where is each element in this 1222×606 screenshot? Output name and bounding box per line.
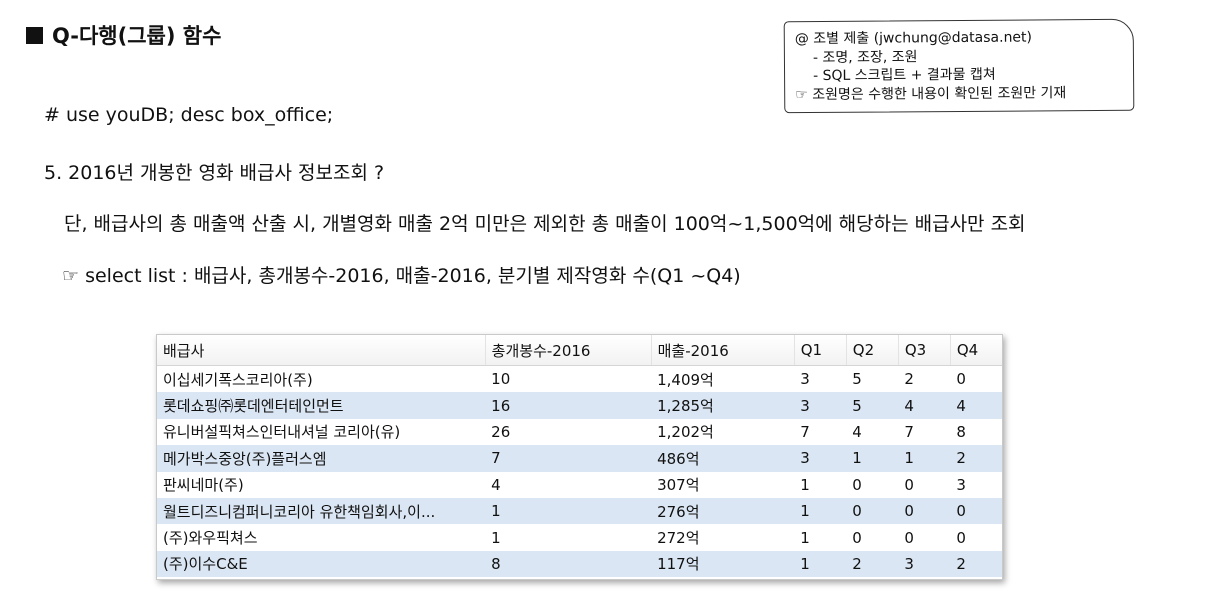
cell-q4: 3 bbox=[956, 475, 966, 494]
cell-release-count: 7 bbox=[485, 445, 652, 472]
cell-q1: 3 bbox=[794, 392, 847, 419]
result-grid: 배급사 총개봉수-2016 매출-2016 Q1 Q2 Q3 Q4 이십세기폭스… bbox=[156, 334, 1003, 580]
table-row[interactable]: (주)이수C&E 8 117억 1 2 3 2 bbox=[157, 550, 1002, 578]
cell-q3: 3 bbox=[898, 550, 951, 578]
cell-q1: 3 bbox=[800, 370, 810, 389]
cell-release-count: 8 bbox=[485, 550, 652, 578]
cell-q4: 0 bbox=[956, 370, 966, 389]
submission-note-box: @ 조별 제출 (jwchung@datasa.net) - 조명, 조장, 조… bbox=[783, 18, 1135, 114]
cell-q3: 0 bbox=[904, 528, 914, 547]
cell-distributor: 판씨네마(주) bbox=[163, 476, 244, 495]
note-line-2: - 조명, 조장, 조원 bbox=[812, 48, 918, 66]
cell-release-count: 4 bbox=[491, 475, 501, 494]
page-title: Q-다행(그룹) 함수 bbox=[26, 20, 221, 50]
cell-sales: 1,202억 bbox=[657, 423, 714, 442]
table-row[interactable]: 이십세기폭스코리아(주) 10 1,409억 3 5 2 0 bbox=[157, 366, 1002, 393]
cell-sales: 272억 bbox=[657, 529, 700, 548]
column-header-q4[interactable]: Q4 bbox=[950, 335, 1002, 366]
cell-q4: 8 bbox=[956, 422, 966, 441]
cell-sales: 486억 bbox=[651, 445, 795, 472]
cell-q1: 1 bbox=[794, 550, 847, 578]
cell-q2: 1 bbox=[846, 445, 899, 472]
column-header-sales[interactable]: 매출-2016 bbox=[651, 335, 795, 366]
cell-distributor: 이십세기폭스코리아(주) bbox=[163, 370, 313, 389]
cell-q4: 4 bbox=[950, 392, 1002, 419]
cell-q3: 4 bbox=[898, 392, 951, 419]
cell-q1: 1 bbox=[794, 497, 847, 525]
cell-q3: 7 bbox=[904, 422, 914, 441]
note-line-1: @ 조별 제출 (jwchung@datasa.net) bbox=[794, 29, 1033, 48]
note-line-3: - SQL 스크립트 + 결과물 캡쳐 bbox=[813, 66, 996, 85]
cell-sales: 307억 bbox=[657, 476, 700, 495]
cell-q3: 1 bbox=[898, 445, 951, 472]
cell-release-count: 1 bbox=[491, 528, 501, 547]
cell-q3: 0 bbox=[904, 475, 914, 494]
cell-q4: 0 bbox=[956, 528, 966, 547]
cell-q2: 0 bbox=[846, 497, 899, 525]
cell-distributor: 유니버설픽쳐스인터내셔널 코리아(유) bbox=[163, 423, 401, 442]
cell-q1: 3 bbox=[794, 445, 847, 472]
use-statement: # use youDB; desc box_office; bbox=[44, 104, 334, 126]
cell-q1: 7 bbox=[800, 422, 810, 441]
page-title-text: Q-다행(그룹) 함수 bbox=[52, 24, 222, 48]
table-header-row: 배급사 총개봉수-2016 매출-2016 Q1 Q2 Q3 Q4 bbox=[157, 335, 1002, 366]
table-row[interactable]: 유니버설픽쳐스인터내셔널 코리아(유) 26 1,202억 7 4 7 8 bbox=[157, 419, 1002, 445]
select-list-text: ☞ select list : 배급사, 총개봉수-2016, 매출-2016,… bbox=[62, 265, 741, 287]
column-header-distributor[interactable]: 배급사 bbox=[157, 335, 486, 366]
cell-distributor: 롯데쇼핑㈜롯데엔터테인먼트 bbox=[157, 392, 486, 419]
cell-q4: 0 bbox=[950, 497, 1002, 525]
table-row[interactable]: 롯데쇼핑㈜롯데엔터테인먼트 16 1,285억 3 5 4 4 bbox=[157, 392, 1002, 419]
result-table: 배급사 총개봉수-2016 매출-2016 Q1 Q2 Q3 Q4 이십세기폭스… bbox=[157, 335, 1002, 578]
table-row[interactable]: (주)와우픽쳐스 1 272억 1 0 0 0 bbox=[157, 524, 1002, 550]
cell-distributor: (주)와우픽쳐스 bbox=[163, 529, 258, 548]
cell-distributor: (주)이수C&E bbox=[157, 550, 486, 578]
question-text: 5. 2016년 개봉한 영화 배급사 정보조회 ? bbox=[44, 162, 385, 184]
cell-q2: 0 bbox=[852, 475, 862, 494]
cell-q2: 2 bbox=[846, 550, 899, 578]
cell-q2: 0 bbox=[852, 528, 862, 547]
column-header-q2[interactable]: Q2 bbox=[846, 335, 899, 366]
cell-sales: 117억 bbox=[651, 550, 795, 578]
cell-sales: 1,285억 bbox=[651, 392, 795, 419]
cell-sales: 1,409억 bbox=[657, 370, 714, 389]
cell-release-count: 16 bbox=[485, 392, 652, 419]
cell-distributor: 메가박스중앙(주)플러스엠 bbox=[157, 445, 486, 472]
cell-q2: 4 bbox=[852, 422, 862, 441]
cell-release-count: 1 bbox=[485, 497, 652, 525]
cell-release-count: 26 bbox=[491, 422, 511, 441]
cell-q3: 0 bbox=[898, 497, 951, 525]
square-bullet-icon bbox=[26, 27, 43, 44]
cell-q1: 1 bbox=[800, 528, 810, 547]
cell-q4: 2 bbox=[950, 445, 1002, 472]
condition-text: 단, 배급사의 총 매출액 산출 시, 개별영화 매출 2억 미만은 제외한 총… bbox=[64, 213, 1026, 235]
table-row[interactable]: 메가박스중앙(주)플러스엠 7 486억 3 1 1 2 bbox=[157, 445, 1002, 472]
cell-release-count: 10 bbox=[491, 370, 511, 389]
cell-q2: 5 bbox=[846, 392, 899, 419]
cell-q4: 2 bbox=[950, 550, 1002, 578]
cell-sales: 276억 bbox=[651, 497, 795, 525]
column-header-release-count[interactable]: 총개봉수-2016 bbox=[485, 335, 652, 366]
table-row[interactable]: 월트디즈니컴퍼니코리아 유한책임회사,이... 1 276억 1 0 0 0 bbox=[157, 497, 1002, 525]
column-header-q3[interactable]: Q3 bbox=[898, 335, 951, 366]
column-header-q1[interactable]: Q1 bbox=[794, 335, 847, 366]
table-row[interactable]: 판씨네마(주) 4 307억 1 0 0 3 bbox=[157, 472, 1002, 498]
note-line-4: ☞ 조원명은 수행한 내용이 확인된 조원만 기재 bbox=[795, 84, 1067, 103]
cell-q1: 1 bbox=[800, 475, 810, 494]
cell-q2: 5 bbox=[852, 370, 862, 389]
cell-distributor: 월트디즈니컴퍼니코리아 유한책임회사,이... bbox=[157, 497, 486, 525]
cell-q3: 2 bbox=[904, 370, 914, 389]
